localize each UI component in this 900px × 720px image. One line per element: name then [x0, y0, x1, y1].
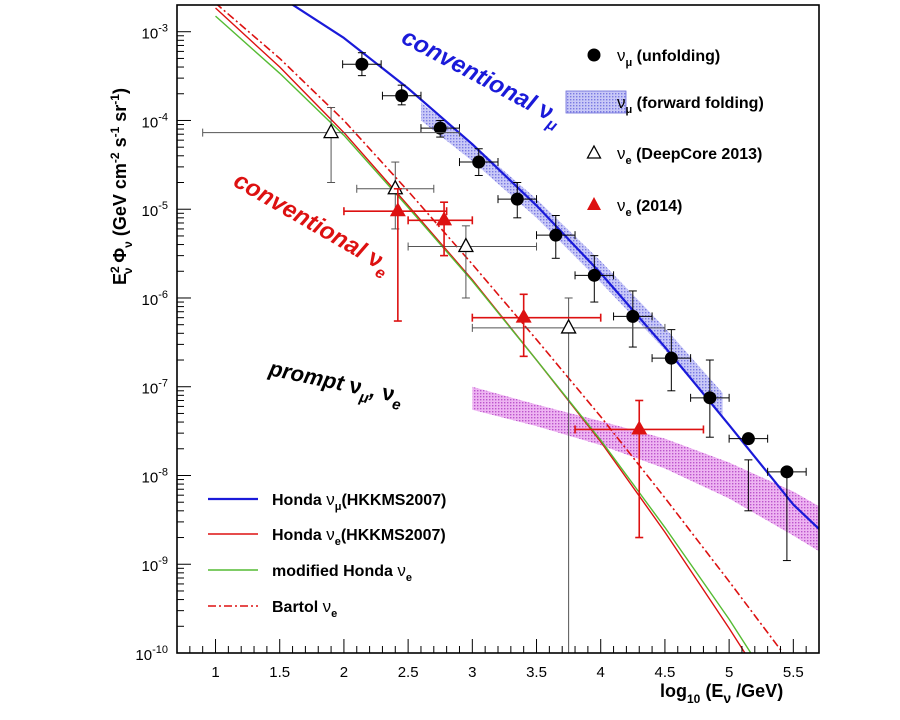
point-unfolding	[497, 182, 538, 219]
band-forward-folding	[420, 102, 723, 418]
legend-label-unfolding: νμ (unfolding)	[617, 46, 720, 69]
point-e-2014	[471, 293, 602, 358]
x-tick-label: 5.5	[783, 664, 804, 681]
marker-circle	[664, 351, 678, 365]
legend-marker-2014	[587, 197, 601, 210]
legend-top-right: νμ (unfolding) νμ (forward folding) νe (…	[565, 46, 764, 219]
y-tick-label: 10-5	[142, 200, 168, 220]
y-tick-label: 10-7	[142, 378, 168, 398]
point-unfolding	[767, 465, 807, 562]
point-e-deepcore-2013	[356, 161, 435, 230]
point-unfolding	[613, 290, 653, 348]
point-unfolding	[536, 214, 576, 259]
point-unfolding	[381, 84, 422, 106]
annotation-conventional-numu: conventional νμ	[395, 23, 567, 135]
point-e-deepcore-2013	[407, 225, 538, 299]
y-tick-label: 10-8	[142, 466, 168, 486]
x-tick-label: 1.5	[269, 664, 290, 681]
x-tick-label: 3.5	[526, 664, 547, 681]
point-e-2014	[574, 399, 705, 539]
legend-bottom-left: Honda νμ(HKKMS2007) Honda νe(HKKMS2007) …	[208, 490, 446, 620]
marker-circle	[472, 155, 486, 169]
y-tick-label: 10-4	[142, 111, 168, 131]
legend-label-deepcore: νe (DeepCore 2013)	[617, 144, 762, 167]
x-tick-label: 4	[597, 664, 605, 681]
marker-circle	[433, 121, 447, 135]
legend-marker-unfolding	[587, 48, 601, 62]
y-tick-label: 10-3	[142, 23, 168, 43]
point-unfolding	[728, 432, 769, 512]
y-tick-label: 10-9	[142, 555, 168, 575]
x-tick-label: 2.5	[398, 664, 419, 681]
marker-circle	[395, 89, 409, 103]
marker-circle	[780, 465, 794, 479]
point-unfolding	[574, 255, 615, 303]
band-prompt-e	[472, 386, 819, 552]
line-bartol-e	[216, 5, 784, 653]
legend-label-honda-numu: Honda νμ(HKKMS2007)	[272, 490, 446, 513]
legend-label-2014: νe (2014)	[617, 196, 682, 219]
x-tick-label: 5	[725, 664, 733, 681]
marker-circle	[703, 391, 717, 405]
marker-filled-triangle	[515, 308, 532, 323]
legend-marker-forward-folding	[565, 90, 627, 114]
marker-open-triangle	[387, 179, 404, 195]
legend-label-bartol: Bartol νe	[272, 597, 337, 620]
y-tick-label: 10-6	[142, 289, 168, 309]
x-tick-label: 1	[211, 664, 219, 681]
point-e-deepcore-2013	[202, 107, 460, 184]
legend-label-honda-nue: Honda νe(HKKMS2007)	[272, 525, 446, 548]
y-axis-title: E2ν Φν (GeV cm-2 s-1 sr-1)	[108, 88, 135, 285]
marker-circle	[355, 57, 369, 71]
x-tick-label: 4.5	[654, 664, 675, 681]
marker-filled-triangle	[389, 202, 406, 217]
marker-open-triangle	[457, 237, 474, 253]
marker-circle	[587, 268, 601, 282]
marker-filled-triangle	[631, 420, 648, 435]
x-tick-label: 3	[468, 664, 476, 681]
legend-label-modified-honda: modified Honda νe	[272, 561, 412, 584]
point-e-deepcore-2013	[471, 297, 666, 653]
point-unfolding	[651, 329, 692, 392]
x-axis-title: log10 (Eν /GeV)	[660, 681, 783, 706]
marker-circle	[626, 309, 640, 323]
marker-circle	[741, 432, 755, 446]
marker-circle	[549, 228, 563, 242]
point-unfolding	[342, 52, 382, 77]
legend-marker-deepcore	[586, 144, 602, 159]
point-unfolding	[458, 148, 499, 176]
point-unfolding	[690, 359, 730, 438]
y-tick-label: 10-10	[135, 644, 168, 664]
line-honda-hkkms2007	[290, 5, 819, 530]
annotation-conventional-nue: conventional νe	[227, 167, 396, 283]
annotation-prompt: prompt νμ, νe	[265, 355, 405, 414]
marker-filled-triangle	[436, 211, 453, 226]
line-modified-honda-e	[215, 15, 752, 653]
point-unfolding	[420, 119, 460, 138]
marker-open-triangle	[322, 123, 340, 139]
x-tick-label: 2	[340, 664, 348, 681]
legend-label-forward-folding: νμ (forward folding)	[617, 93, 764, 116]
point-e-2014	[407, 201, 474, 257]
marker-open-triangle	[560, 318, 577, 334]
point-e-2014	[343, 187, 448, 322]
marker-circle	[510, 192, 524, 206]
